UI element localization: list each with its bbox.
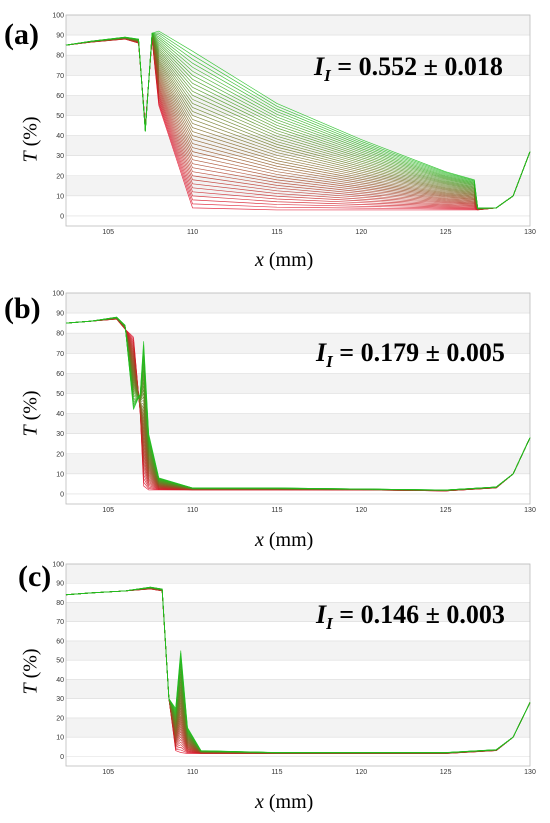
grid-band [66,640,530,661]
panel-label: (a) [4,18,39,51]
y-tick-label: 0 [60,213,64,220]
y-tick-label: 100 [52,291,64,298]
series-line [65,586,531,753]
y-tick-label: 60 [56,93,64,100]
x-tick-label: 110 [187,229,198,236]
panel-a: (a) 0 10 20 30 40 50 60 70 80 90 100 105 110 115 120 12… [0,0,550,275]
grid-band [66,333,530,354]
y-tick-label: 20 [56,715,64,722]
index-annotation: II = 0.179 ± 0.005 [316,338,505,372]
grid-band [66,373,530,394]
x-tick-label: 130 [524,229,536,236]
y-tick-label: 50 [56,113,64,120]
series-line [65,30,531,209]
y-tick-label: 60 [56,638,64,645]
y-tick-label: 100 [52,562,64,569]
y-tick-label: 20 [56,173,64,180]
index-subscript: I [324,66,331,85]
index-symbol: I [314,52,325,81]
y-axis-label: T (%) [19,648,42,695]
index-value: = 0.179 ± 0.005 [339,338,505,367]
plot-frame [65,14,531,227]
x-tick-label: 120 [355,507,367,514]
x-tick-label: 125 [440,507,452,514]
x-tick-label: 115 [271,769,282,776]
x-tick-label: 130 [524,769,536,776]
y-tick-label: 40 [56,677,64,684]
y-tick-label: 80 [56,331,64,338]
x-tick-label: 130 [524,507,536,514]
x-tick-label: 105 [102,229,114,236]
y-tick-label: 10 [56,735,64,742]
grid-band [66,453,530,474]
y-tick-label: 50 [56,391,64,398]
grid-band [66,15,530,36]
x-tick-label: 110 [187,507,198,514]
panel-label: (b) [4,292,41,325]
plot-area: 0 10 20 30 40 50 60 70 80 90 100 105 110 115 120 125 130 [52,562,536,777]
panel-b: (b) 0 10 20 30 40 50 60 70 80 90 100 105 110 115 120 12… [0,280,550,555]
grid-band [66,564,530,584]
y-tick-label: 10 [56,193,64,200]
grid-band [66,679,530,699]
y-tick-label: 30 [56,696,64,703]
y-tick-label: 10 [56,471,64,478]
plot-area: 0 10 20 30 40 50 60 70 80 90 100 105 110 115 120 125 130 [52,291,536,515]
index-symbol: I [316,338,327,367]
y-axis-label: T (%) [19,390,42,437]
x-tick-label: 125 [440,769,452,776]
x-tick-label: 110 [187,769,198,776]
grid-band [66,717,530,738]
y-tick-label: 70 [56,351,64,358]
index-annotation: II = 0.146 ± 0.003 [316,600,505,634]
y-tick-label: 70 [56,73,64,80]
grid-band [66,413,530,434]
x-tick-label: 115 [271,507,282,514]
series-line [65,316,531,491]
y-tick-label: 90 [56,581,64,588]
grid-band [66,135,530,156]
y-tick-label: 0 [60,491,64,498]
y-tick-label: 0 [60,754,64,761]
x-tick-label: 105 [102,507,114,514]
y-axis-label: T (%) [19,116,42,163]
index-symbol: I [316,600,327,629]
y-tick-label: 80 [56,53,64,60]
y-tick-label: 90 [56,311,64,318]
index-value: = 0.552 ± 0.018 [337,52,503,81]
y-tick-label: 40 [56,133,64,140]
x-tick-label: 120 [355,769,367,776]
plot-frame [65,292,531,505]
y-tick-label: 80 [56,600,64,607]
plot-frame [65,563,531,767]
x-tick-label: 115 [271,229,282,236]
panel-c: (c) 0 10 20 30 40 50 60 70 80 90 100 105 110 115 120 12… [0,548,550,823]
y-tick-label: 60 [56,371,64,378]
index-value: = 0.146 ± 0.003 [339,600,505,629]
y-tick-label: 40 [56,411,64,418]
y-tick-label: 50 [56,658,64,665]
y-tick-label: 30 [56,431,64,438]
x-axis-label: x (mm) [255,529,314,551]
x-tick-label: 105 [102,769,114,776]
index-subscript: I [326,614,333,633]
x-axis-label: x (mm) [255,791,314,813]
panel-label: (c) [18,560,52,593]
grid-band [66,95,530,116]
y-tick-label: 20 [56,451,64,458]
index-subscript: I [326,352,333,371]
grid-band [66,293,530,314]
y-tick-label: 90 [56,33,64,40]
grid-band [66,55,530,76]
x-axis-label: x (mm) [255,249,314,271]
index-annotation: II = 0.552 ± 0.018 [314,52,503,86]
grid-band [66,602,530,622]
y-tick-label: 70 [56,619,64,626]
x-tick-label: 125 [440,229,452,236]
x-tick-label: 120 [355,229,367,236]
plot-area: 0 10 20 30 40 50 60 70 80 90 100 105 110 115 120 125 130 [52,13,536,237]
y-tick-label: 30 [56,153,64,160]
y-tick-label: 100 [52,13,64,20]
